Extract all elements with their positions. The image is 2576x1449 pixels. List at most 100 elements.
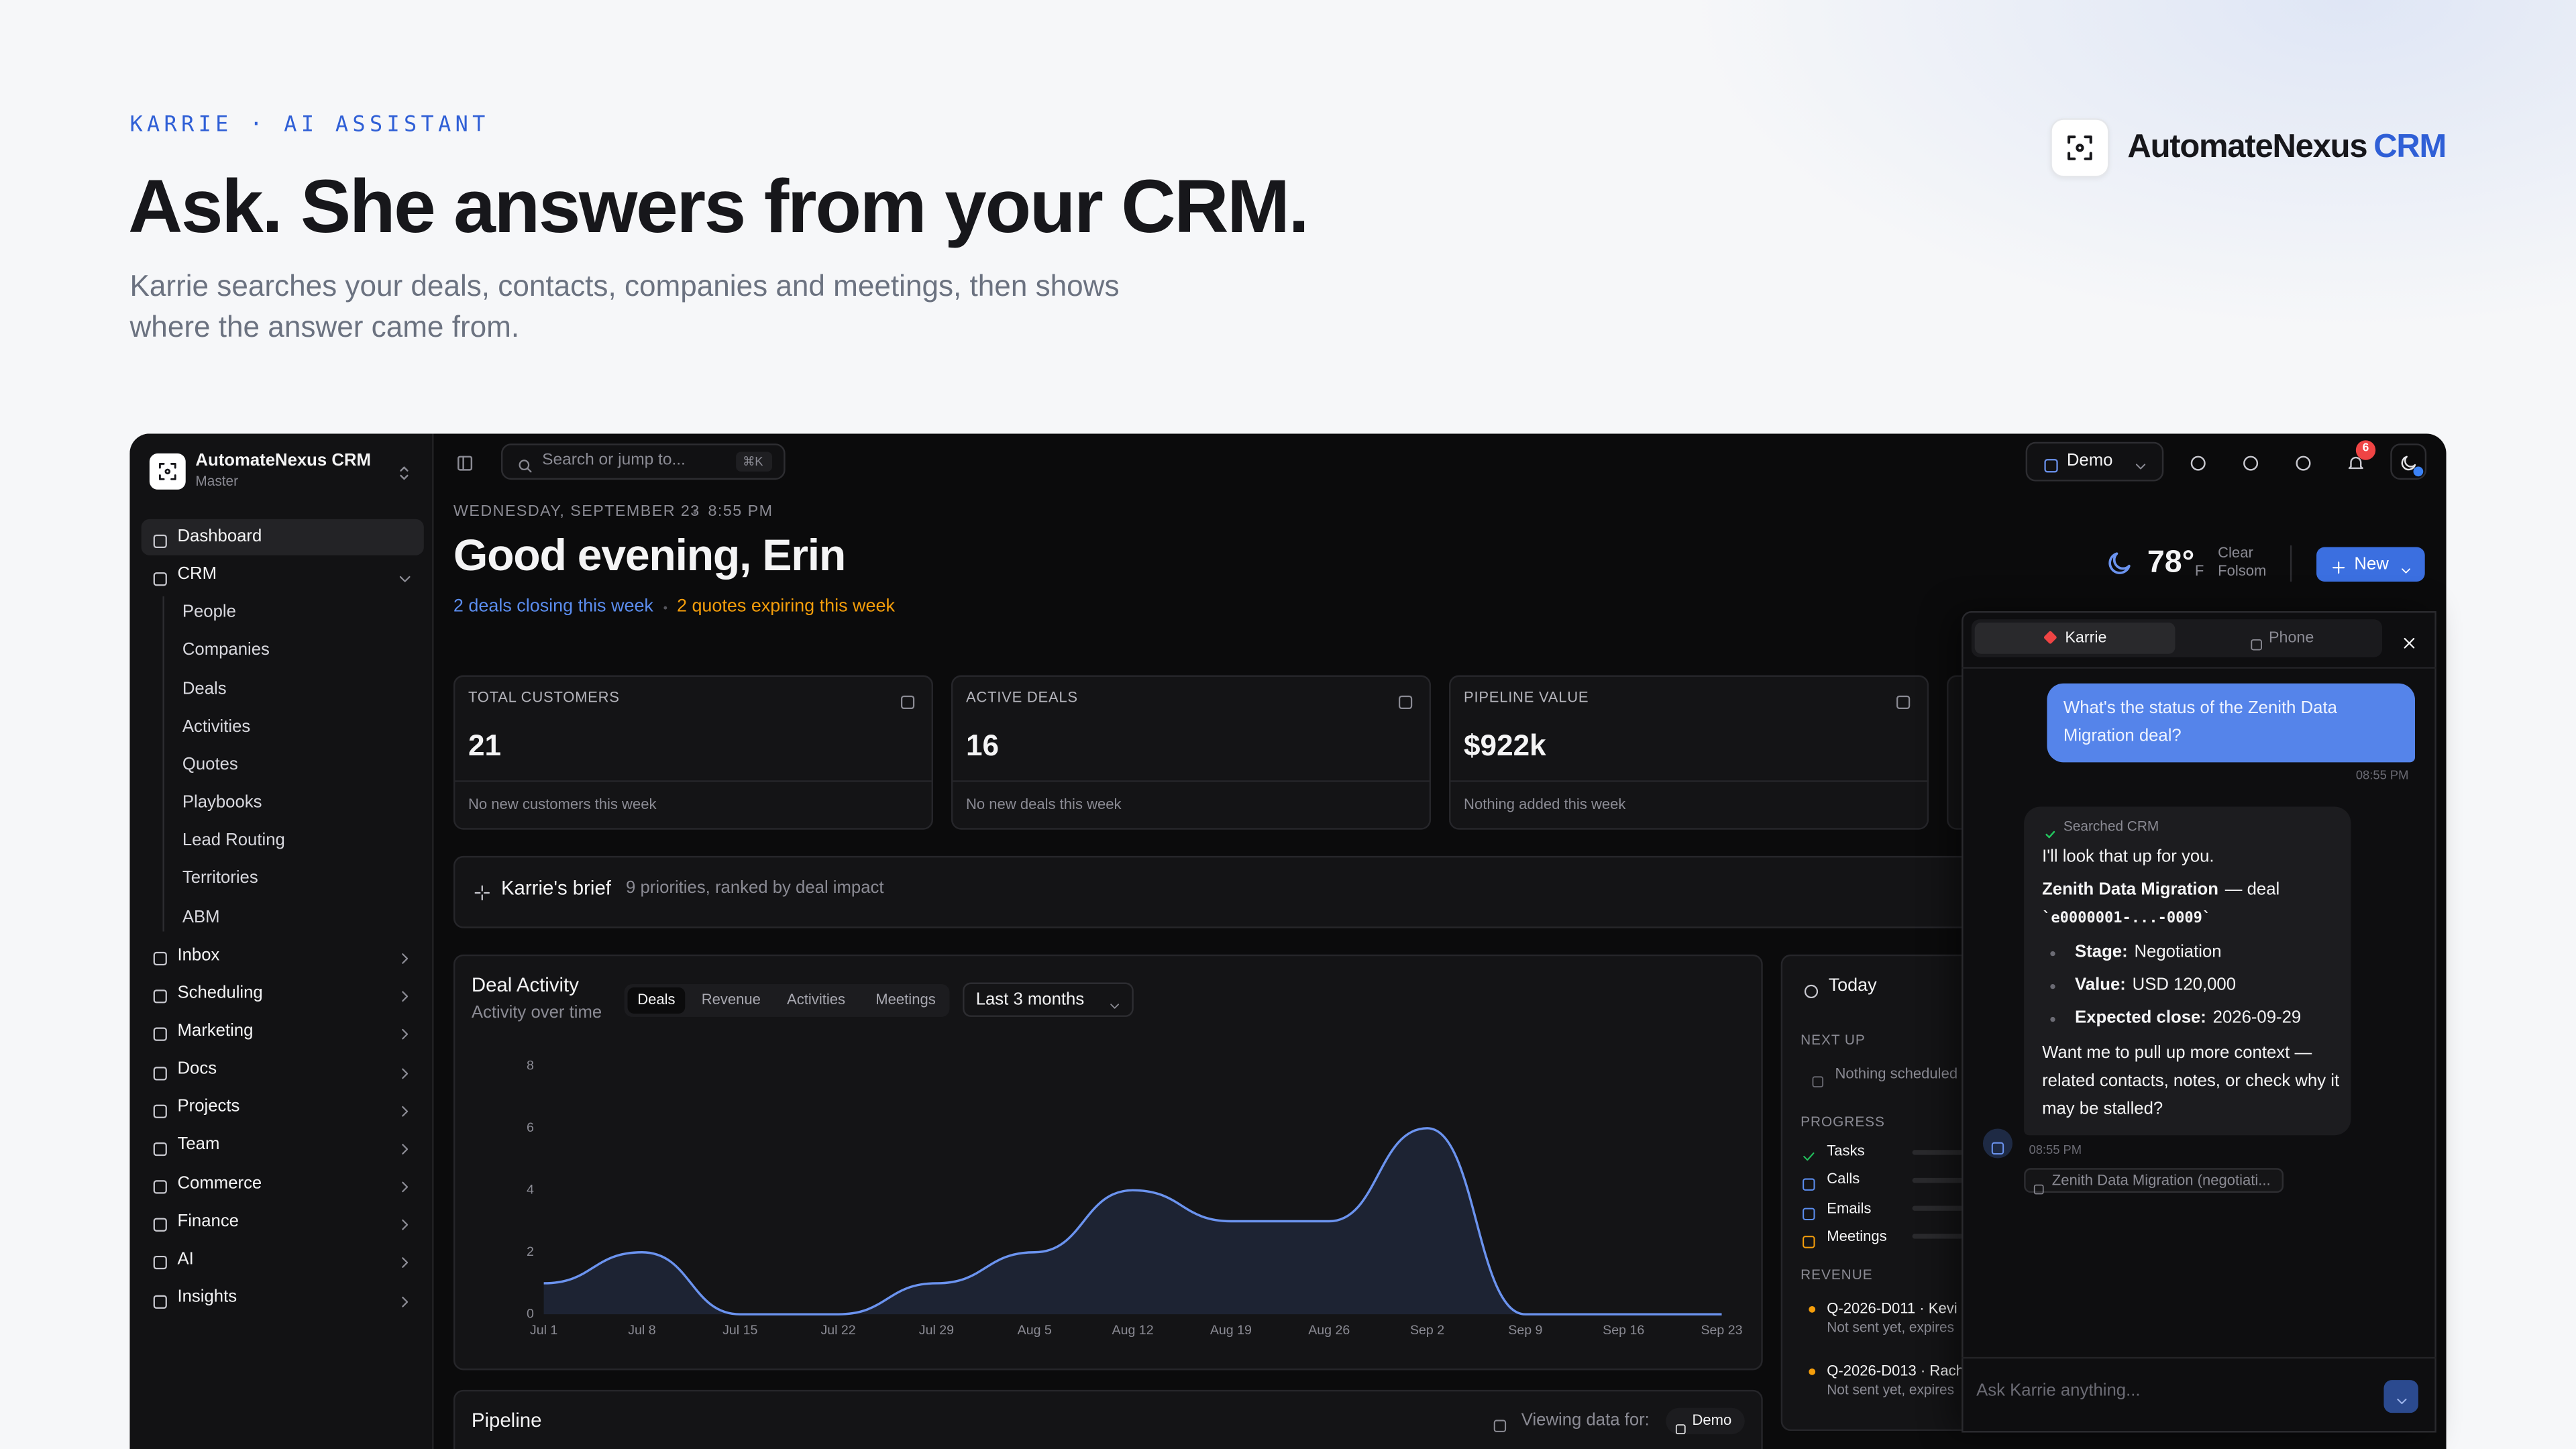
nav-label: Dashboard [177, 526, 262, 547]
nav-label: Marketing [177, 1020, 254, 1041]
nav-label: Projects [177, 1097, 240, 1117]
source-pill[interactable] [2024, 1168, 2284, 1193]
field-line: Expected close: 2026-09-29 [2075, 1008, 2301, 1029]
icon [150, 1022, 168, 1042]
area [543, 1128, 1722, 1315]
icon-svg [2033, 1183, 2044, 1194]
text-part: Zenith Data Migration [2042, 879, 2218, 900]
brief-card[interactable] [453, 855, 2031, 928]
icon-svg [1803, 983, 1817, 998]
icon [150, 1289, 168, 1308]
icon [2248, 631, 2263, 651]
icon-shape [400, 1258, 407, 1269]
eyebrow: KARRIE · AI ASSISTANT [129, 113, 490, 138]
icon-shape [474, 884, 489, 900]
input-placeholder: Ask Karrie anything... [1976, 1381, 2141, 1401]
theme-button[interactable] [2390, 443, 2427, 480]
icon-svg [1803, 1179, 1815, 1191]
icon-svg [2401, 455, 2416, 471]
x-tick-label: Sep 23 [1701, 1323, 1742, 1338]
hero-title: Ask. She answers from your CRM. [128, 163, 1309, 249]
icon [395, 1099, 413, 1117]
icon [150, 528, 168, 547]
nav-label: Inbox [177, 945, 220, 965]
icon-shape [2403, 637, 2414, 648]
icon-svg [1109, 1004, 1118, 1009]
field-line: Stage: Negotiation [2075, 942, 2221, 963]
nav-tree-line [162, 596, 164, 932]
status-dot [1809, 1368, 1816, 1375]
icon-svg [152, 1028, 166, 1042]
workspace-button[interactable] [2025, 441, 2164, 482]
icon-shape [1991, 1142, 2004, 1155]
icon [395, 1061, 413, 1079]
icon [2032, 1174, 2045, 1194]
stat-card [951, 675, 1432, 830]
nav-label: AI [177, 1248, 194, 1269]
icon [1492, 1413, 1508, 1432]
x-tick-label: Sep 2 [1410, 1323, 1444, 1338]
icon-shape [1803, 983, 1817, 998]
icon [515, 453, 533, 472]
icon-svg [2243, 455, 2259, 471]
icon-svg [400, 1220, 407, 1231]
deals-link[interactable]: 2 deals closing this week [453, 596, 653, 616]
icon-shape [1109, 1004, 1118, 1009]
date: WEDNESDAY, SEPTEMBER 23 [453, 502, 700, 521]
shortcut-label: ⌘K [742, 453, 763, 469]
icon-svg [400, 1258, 407, 1269]
nav-sub-label: People [182, 602, 236, 623]
progress-label: Calls [1827, 1171, 1860, 1187]
x-tick-label: Aug 5 [1018, 1323, 1052, 1338]
chat-tab-active[interactable] [1974, 623, 2176, 654]
icon-shape [1811, 1075, 1823, 1087]
nav-active [141, 519, 424, 555]
org-logo [149, 453, 186, 490]
icon-shape [152, 1218, 166, 1232]
icon-svg [152, 1294, 166, 1308]
sidebar [129, 433, 434, 1449]
icon-svg [400, 1143, 407, 1155]
icon-svg [152, 1180, 166, 1194]
icon-svg [1803, 1207, 1815, 1220]
quotes-link[interactable]: 2 quotes expiring this week [676, 596, 895, 616]
icon [150, 1175, 168, 1194]
icon-shape [152, 533, 166, 547]
icon [1893, 689, 1911, 708]
chart-tab[interactable]: Deals [637, 990, 676, 1007]
line [543, 1127, 1722, 1316]
icon [150, 1099, 168, 1118]
icon [2241, 451, 2260, 471]
icon-shape [152, 952, 166, 966]
chart-tab[interactable]: Activities [787, 990, 846, 1007]
icon-svg [152, 1142, 166, 1156]
text-part: USD 120,000 [2132, 975, 2237, 995]
icon-shape [152, 1066, 166, 1080]
icon-shape [1895, 694, 1910, 708]
icon-svg [2190, 455, 2206, 471]
icon [150, 1251, 168, 1270]
status-dot [1809, 1305, 1816, 1313]
workspace-label: Demo [2066, 451, 2113, 471]
icon-shape [1493, 1419, 1507, 1432]
icon [150, 985, 168, 1004]
icon-shape [2076, 144, 2084, 152]
icon-shape [400, 991, 407, 1002]
icon-svg [400, 1029, 407, 1040]
x-tick-label: Sep 9 [1508, 1323, 1542, 1338]
message-time: 08:55 PM [2355, 767, 2409, 783]
quote-note: Not sent yet, expires [1827, 1381, 1955, 1398]
icon-svg [152, 533, 166, 547]
range-select[interactable] [963, 982, 1134, 1017]
empty-note: Nothing scheduled [1835, 1065, 1958, 1082]
icon [2133, 453, 2149, 470]
nav-label: Scheduling [177, 983, 263, 1003]
new-button[interactable] [2316, 547, 2425, 582]
x-tick-label: Jul 8 [628, 1323, 655, 1338]
nav-sub-label: Lead Routing [182, 830, 285, 851]
chart-tab[interactable]: Meetings [875, 990, 936, 1007]
chart-tab[interactable]: Revenue [701, 990, 761, 1007]
send-button[interactable] [2383, 1380, 2418, 1413]
icon-shape [158, 463, 176, 480]
icon-svg [1397, 694, 1411, 708]
